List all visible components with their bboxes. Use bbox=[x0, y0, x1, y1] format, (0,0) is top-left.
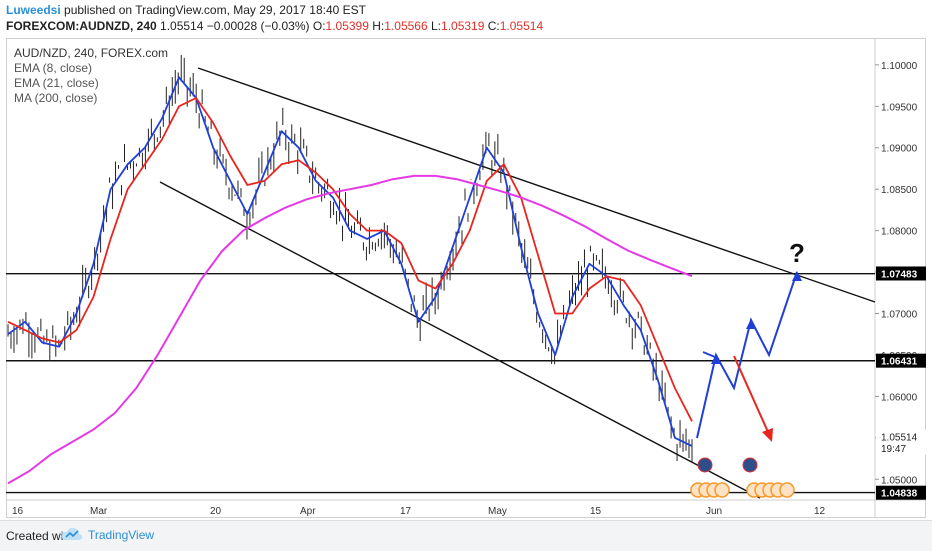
ohlc-line: FOREXCOM:AUDNZD, 240 1.05514 −0.00028 (−… bbox=[6, 19, 543, 33]
price-label-0: 1.07483 bbox=[881, 269, 918, 280]
x-tick-label-4: 17 bbox=[400, 506, 412, 517]
y-tick-label-8: 1.06000 bbox=[881, 392, 918, 403]
projection-arrowhead-1 bbox=[746, 319, 756, 329]
annotation-question-mark: ? bbox=[789, 238, 805, 268]
high-label: H: bbox=[372, 19, 385, 33]
legend-ma200[interactable]: MA (200, close) bbox=[14, 91, 98, 105]
x-tick-label-2: 20 bbox=[210, 506, 222, 517]
price-change: −0.00028 (−0.03%) bbox=[206, 19, 310, 33]
tradingview-brand-link[interactable]: TradingView bbox=[88, 528, 155, 542]
y-tick-label-2: 1.09000 bbox=[881, 144, 918, 155]
flag-marker-0 bbox=[697, 457, 713, 473]
close-label: C: bbox=[487, 19, 500, 33]
x-tick-label-7: Jun bbox=[706, 506, 722, 517]
publish-info: published on TradingView.com, May 29, 20… bbox=[64, 3, 366, 17]
x-tick-label-8: 12 bbox=[814, 506, 826, 517]
price-label-1: 1.06431 bbox=[881, 357, 918, 368]
indicator-legend: AUD/NZD, 240, FOREX.com EMA (8, close) E… bbox=[14, 46, 168, 106]
y-tick-label-6: 1.07000 bbox=[881, 310, 918, 321]
legend-ema21[interactable]: EMA (21, close) bbox=[14, 76, 99, 90]
price-chart[interactable]: 1.100001.095001.090001.085001.080001.075… bbox=[0, 0, 932, 520]
footer-bar: Created with TradingView bbox=[0, 520, 932, 551]
projection-blue-path bbox=[696, 271, 798, 439]
price-label-2: 1.05514 bbox=[881, 433, 918, 444]
y-tick-label-0: 1.10000 bbox=[881, 61, 918, 72]
price-label-bg-1 bbox=[876, 353, 926, 368]
channel-lower-line bbox=[159, 181, 761, 499]
x-tick-label-6: 15 bbox=[590, 506, 602, 517]
publish-line: Luweedsi published on TradingView.com, M… bbox=[6, 3, 366, 17]
chart-header: Luweedsi published on TradingView.com, M… bbox=[0, 0, 932, 34]
series-line-ema-8-close- bbox=[7, 76, 693, 447]
series-line-ma-200-close- bbox=[7, 174, 693, 485]
price-label-3: 19:47 bbox=[881, 444, 906, 455]
event-marker-3 bbox=[714, 482, 730, 498]
legend-title: AUD/NZD, 240, FOREX.com bbox=[14, 46, 169, 60]
projection-arrowhead-0 bbox=[711, 354, 721, 364]
high-value: 1.05566 bbox=[384, 19, 428, 33]
y-tick-label-10: 1.05000 bbox=[881, 475, 918, 486]
price-label-4: 1.04838 bbox=[881, 489, 918, 500]
projection-blue-head-a bbox=[702, 351, 716, 358]
projection-arrowhead-2 bbox=[792, 271, 802, 281]
price-label-bg-2 bbox=[876, 429, 926, 444]
legend-ema8[interactable]: EMA (8, close) bbox=[14, 61, 93, 75]
projection-red-line bbox=[733, 355, 769, 433]
price-label-bg-0 bbox=[876, 266, 926, 281]
low-label: L: bbox=[431, 19, 442, 33]
x-tick-label-3: Apr bbox=[300, 506, 316, 517]
price-label-bg-4 bbox=[876, 485, 926, 500]
x-tick-label-5: May bbox=[488, 506, 507, 517]
low-value: 1.05319 bbox=[441, 19, 485, 33]
last-price: 1.05514 bbox=[160, 19, 204, 33]
price-label-bg-3 bbox=[876, 440, 926, 455]
y-tick-label-1: 1.09500 bbox=[881, 102, 918, 113]
tradingview-cloud-icon bbox=[61, 527, 83, 540]
symbol-label: FOREXCOM:AUDNZD, 240 bbox=[6, 19, 157, 33]
open-label: O: bbox=[312, 19, 326, 33]
channel-upper-line bbox=[197, 67, 876, 303]
author-link[interactable]: Luweedsi bbox=[6, 3, 61, 17]
flag-marker-1 bbox=[742, 457, 758, 473]
open-value: 1.05399 bbox=[325, 19, 369, 33]
x-tick-label-1: Mar bbox=[90, 506, 108, 517]
y-tick-label-3: 1.08500 bbox=[881, 185, 918, 196]
created-with-label: Created with bbox=[6, 529, 74, 543]
y-tick-label-4: 1.08000 bbox=[881, 227, 918, 238]
series-line-ema-21-close- bbox=[7, 97, 693, 422]
projection-red-arrowhead bbox=[762, 428, 773, 442]
x-tick-label-0: 16 bbox=[12, 506, 24, 517]
close-value: 1.05514 bbox=[499, 19, 544, 33]
event-marker-8 bbox=[779, 482, 795, 498]
